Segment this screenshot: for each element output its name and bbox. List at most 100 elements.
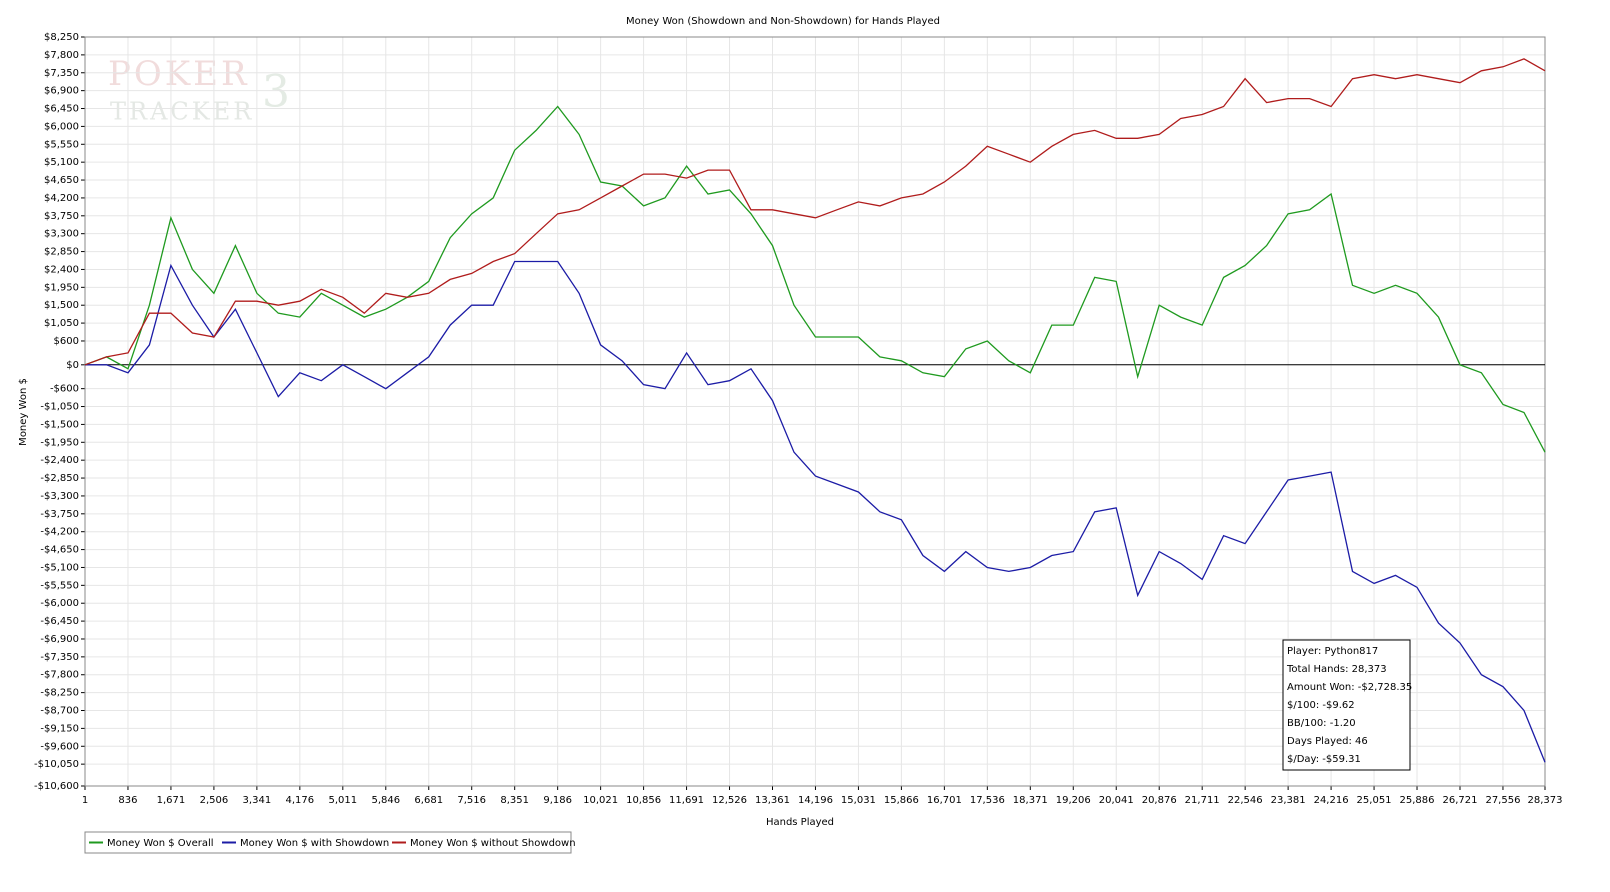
x-tick-label: 27,556 bbox=[1485, 795, 1520, 806]
watermark: TRACKER bbox=[110, 98, 254, 126]
legend-box bbox=[84, 831, 572, 854]
x-tick-label: 16,701 bbox=[927, 795, 962, 806]
y-tick-label: $6,900 bbox=[44, 86, 79, 97]
y-tick-label: $6,450 bbox=[44, 104, 79, 115]
x-tick-label: 8,351 bbox=[500, 795, 529, 806]
x-tick-label: 25,886 bbox=[1400, 795, 1435, 806]
x-tick-label: 2,506 bbox=[200, 795, 229, 806]
y-tick-label: -$4,650 bbox=[40, 545, 79, 556]
x-tick-label: 1,671 bbox=[157, 795, 186, 806]
watermark: POKER bbox=[108, 54, 250, 94]
x-tick-label: 21,711 bbox=[1185, 795, 1220, 806]
y-tick-label: -$4,200 bbox=[40, 527, 79, 538]
y-tick-label: $6,000 bbox=[44, 121, 79, 132]
y-tick-label: -$9,150 bbox=[40, 723, 79, 734]
x-tick-label: 7,516 bbox=[457, 795, 486, 806]
x-tick-label: 10,021 bbox=[583, 795, 618, 806]
x-tick-label: 14,196 bbox=[798, 795, 833, 806]
y-tick-label: -$3,300 bbox=[40, 491, 79, 502]
x-tick-label: 15,866 bbox=[884, 795, 919, 806]
x-tick-label: 13,361 bbox=[755, 795, 790, 806]
y-tick-label: -$6,000 bbox=[40, 598, 79, 609]
y-tick-label: $8,250 bbox=[44, 32, 79, 43]
x-tick-label: 10,856 bbox=[626, 795, 661, 806]
y-tick-label: $0 bbox=[66, 360, 79, 371]
x-tick-label: 1 bbox=[82, 795, 88, 806]
y-tick-label: -$6,900 bbox=[40, 634, 79, 645]
y-tick-label: $4,200 bbox=[44, 193, 79, 204]
legend-label: Money Won $ without Showdown bbox=[410, 838, 576, 849]
plot-frame bbox=[84, 36, 1546, 787]
series-line bbox=[85, 260, 1546, 763]
x-tick-label: 4,176 bbox=[286, 795, 315, 806]
x-tick-label: 11,691 bbox=[669, 795, 704, 806]
series-line bbox=[84, 58, 1546, 366]
y-tick-label: -$6,450 bbox=[40, 616, 79, 627]
y-tick-label: -$8,700 bbox=[40, 706, 79, 717]
y-tick-label: -$5,100 bbox=[40, 562, 79, 573]
series-line bbox=[84, 105, 1546, 453]
legend: Money Won $ Overall Money Won $ with Show… bbox=[84, 831, 576, 854]
y-tick-label: -$7,350 bbox=[40, 652, 79, 663]
x-tick-label: 5,011 bbox=[328, 795, 357, 806]
x-tick-label: 836 bbox=[118, 795, 137, 806]
y-tick-label: $2,850 bbox=[44, 247, 79, 258]
y-tick-label: -$10,050 bbox=[34, 759, 79, 770]
y-tick-label: -$7,800 bbox=[40, 670, 79, 681]
stats-line: $/Day: -$59.31 bbox=[1287, 754, 1361, 765]
stats-line: Amount Won: -$2,728.35 bbox=[1287, 682, 1412, 693]
x-tick-label: 20,876 bbox=[1142, 795, 1177, 806]
legend-label: Money Won $ with Showdown bbox=[240, 838, 389, 849]
stats-box bbox=[1282, 639, 1411, 771]
y-tick-label: -$2,400 bbox=[40, 455, 79, 466]
stats-line: Days Played: 46 bbox=[1287, 736, 1368, 747]
x-tick-label: 17,536 bbox=[970, 795, 1005, 806]
x-tick-label: 12,526 bbox=[712, 795, 747, 806]
y-axis-label: Money Won $ bbox=[18, 378, 29, 446]
x-tick-label: 23,381 bbox=[1271, 795, 1306, 806]
legend-label: Money Won $ Overall bbox=[107, 838, 214, 849]
y-tick-label: $1,050 bbox=[44, 318, 79, 329]
y-tick-label: -$1,950 bbox=[40, 437, 79, 448]
x-tick-label: 18,371 bbox=[1013, 795, 1048, 806]
stats-line: $/100: -$9.62 bbox=[1287, 700, 1355, 711]
x-tick-label: 6,681 bbox=[414, 795, 443, 806]
stats-line: Player: Python817 bbox=[1287, 646, 1378, 657]
x-tick-label: 28,373 bbox=[1528, 795, 1563, 806]
x-tick-label: 22,546 bbox=[1228, 795, 1263, 806]
y-tick-label: -$3,750 bbox=[40, 509, 79, 520]
x-tick-label: 5,846 bbox=[371, 795, 400, 806]
y-tick-label: -$1,050 bbox=[40, 402, 79, 413]
x-tick-label: 15,031 bbox=[841, 795, 876, 806]
y-tick-label: $3,750 bbox=[44, 211, 79, 222]
y-tick-label: $5,100 bbox=[44, 157, 79, 168]
x-tick-label: 24,216 bbox=[1314, 795, 1349, 806]
y-tick-label: -$5,550 bbox=[40, 580, 79, 591]
stats-line: Total Hands: 28,373 bbox=[1286, 664, 1387, 675]
x-tick-label: 26,721 bbox=[1442, 795, 1477, 806]
x-tick-label: 19,206 bbox=[1056, 795, 1091, 806]
y-tick-label: -$1,500 bbox=[40, 419, 79, 430]
y-tick-label: -$9,600 bbox=[40, 741, 79, 752]
x-axis-label: Hands Played bbox=[766, 817, 834, 828]
y-tick-label: -$8,250 bbox=[40, 688, 79, 699]
y-tick-label: $5,550 bbox=[44, 139, 79, 150]
x-tick-label: 20,041 bbox=[1099, 795, 1134, 806]
y-tick-label: $3,300 bbox=[44, 229, 79, 240]
y-tick-label: -$600 bbox=[50, 384, 79, 395]
watermark: 3 bbox=[262, 67, 290, 118]
x-tick-label: 25,051 bbox=[1357, 795, 1392, 806]
y-tick-label: -$2,850 bbox=[40, 473, 79, 484]
x-tick-label: 3,341 bbox=[243, 795, 272, 806]
y-tick-label: $1,950 bbox=[44, 282, 79, 293]
y-tick-label: $7,350 bbox=[44, 68, 79, 79]
stats-line: BB/100: -1.20 bbox=[1287, 718, 1356, 729]
chart-title: Money Won (Showdown and Non-Showdown) fo… bbox=[626, 16, 940, 27]
y-tick-label: -$10,600 bbox=[34, 781, 79, 792]
y-tick-label: $1,500 bbox=[44, 300, 79, 311]
y-tick-label: $7,800 bbox=[44, 50, 79, 61]
y-tick-label: $4,650 bbox=[44, 175, 79, 186]
y-tick-label: $2,400 bbox=[44, 264, 79, 275]
y-tick-label: $600 bbox=[54, 336, 79, 347]
